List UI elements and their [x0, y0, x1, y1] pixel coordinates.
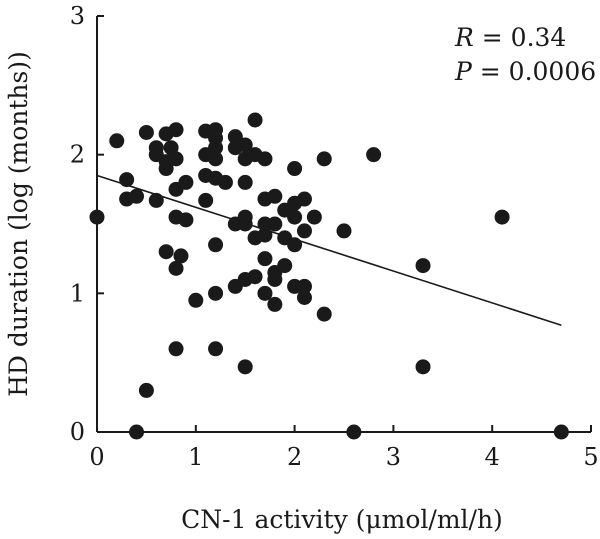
x-tick-label: 1 — [188, 443, 203, 471]
y-tick-label: 0 — [70, 418, 85, 446]
data-point — [173, 248, 189, 264]
trend-line — [96, 174, 562, 326]
p-symbol: P — [454, 57, 473, 86]
data-point — [287, 209, 303, 225]
data-point — [208, 140, 224, 156]
data-point — [237, 137, 253, 153]
data-point — [494, 209, 510, 225]
x-tick-label: 2 — [287, 443, 302, 471]
y-tick-label: 2 — [70, 141, 85, 169]
data-point — [227, 129, 243, 145]
x-tick-label: 0 — [89, 443, 104, 471]
x-axis-title: CN-1 activity (μmol/ml/h) — [181, 505, 503, 534]
data-point — [247, 269, 263, 285]
data-point — [306, 209, 322, 225]
data-point — [198, 192, 214, 208]
data-point — [148, 192, 164, 208]
y-axis-title: HD duration (log (months)) — [4, 51, 33, 397]
data-point — [129, 424, 145, 440]
data-point — [316, 151, 332, 167]
x-tick-label: 5 — [583, 443, 598, 471]
data-point — [267, 188, 283, 204]
data-point — [296, 289, 312, 305]
data-point — [267, 216, 283, 232]
data-point — [316, 306, 332, 322]
data-point — [168, 341, 184, 357]
data-point — [553, 424, 569, 440]
data-point — [237, 174, 253, 190]
r-statistic: R = 0.34 — [454, 23, 566, 52]
x-tick-label: 4 — [485, 443, 500, 471]
r-value: = 0.34 — [474, 23, 567, 52]
data-point — [129, 188, 145, 204]
data-point — [138, 382, 154, 398]
data-point — [296, 278, 312, 294]
data-point — [257, 251, 273, 267]
data-point — [158, 244, 174, 260]
p-statistic: P = 0.0006 — [454, 57, 596, 86]
data-point — [296, 191, 312, 207]
data-point — [208, 237, 224, 253]
data-point — [109, 133, 125, 149]
data-point — [178, 212, 194, 228]
data-point — [336, 223, 352, 239]
data-point — [89, 209, 105, 225]
data-point — [138, 124, 154, 140]
data-point — [188, 292, 204, 308]
p-value: = 0.0006 — [472, 57, 596, 86]
y-tick-label: 1 — [70, 279, 85, 307]
data-points — [89, 112, 569, 440]
data-point — [217, 174, 233, 190]
data-point — [366, 147, 382, 163]
data-point — [168, 122, 184, 138]
data-point — [257, 285, 273, 301]
data-point — [257, 151, 273, 167]
x-axis-ticks: 0 1 2 3 4 5 — [89, 425, 599, 471]
data-point — [168, 151, 184, 167]
data-point — [168, 260, 184, 276]
data-point — [267, 271, 283, 287]
data-point — [178, 174, 194, 190]
data-point — [237, 359, 253, 375]
r-symbol: R — [454, 23, 474, 52]
data-point — [208, 341, 224, 357]
data-point — [208, 285, 224, 301]
y-tick-label: 3 — [70, 2, 85, 30]
data-point — [346, 424, 362, 440]
data-point — [247, 112, 263, 128]
data-point — [415, 258, 431, 274]
data-point — [287, 161, 303, 177]
y-axis-ticks: 0 1 2 3 — [70, 2, 104, 446]
data-point — [296, 223, 312, 239]
data-point — [415, 359, 431, 375]
data-point — [277, 258, 293, 274]
data-point — [208, 151, 224, 167]
data-point — [267, 296, 283, 312]
x-tick-label: 3 — [386, 443, 401, 471]
